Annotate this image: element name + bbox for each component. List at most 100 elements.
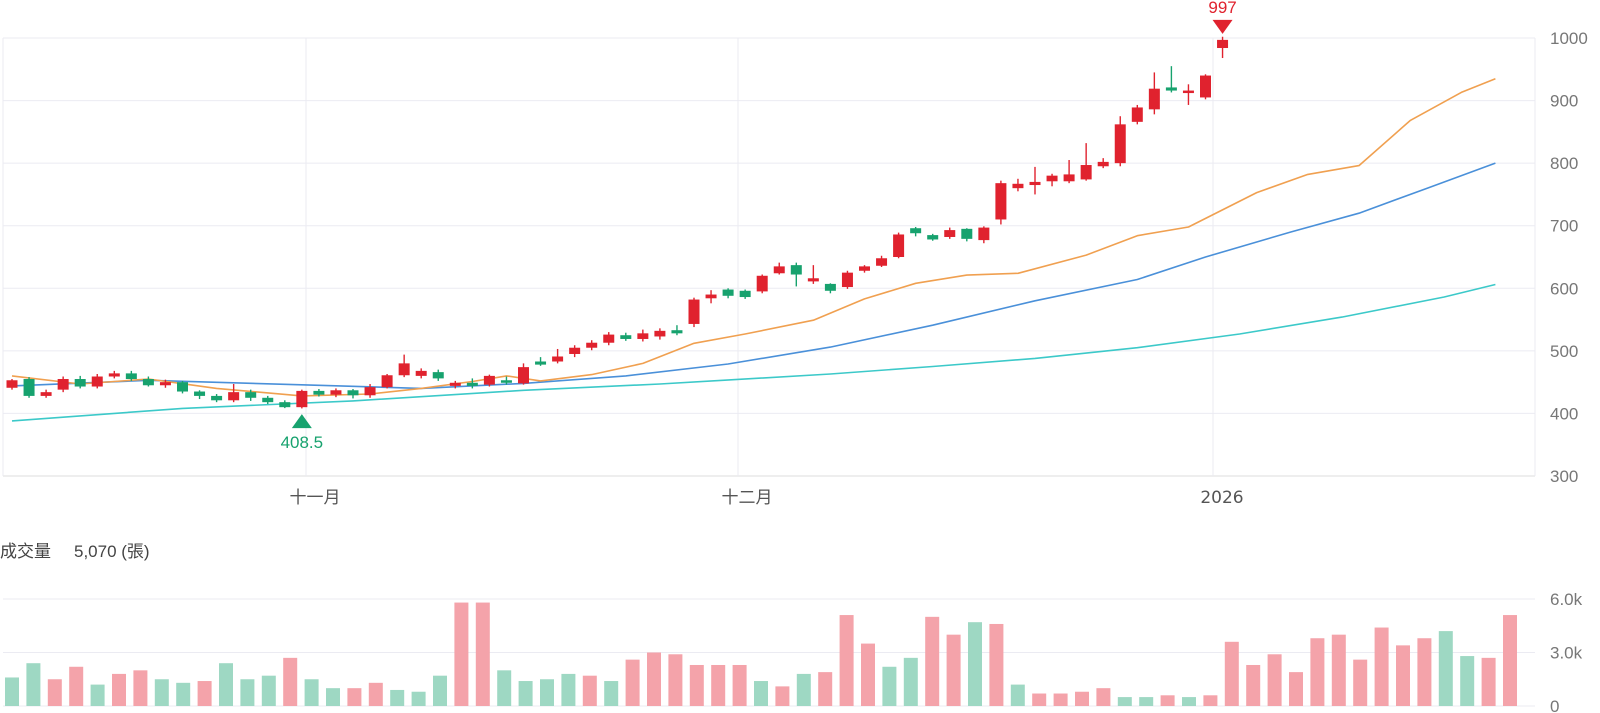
candle-body	[1097, 161, 1109, 167]
volume-bar	[561, 673, 576, 706]
volume-bar	[90, 684, 105, 706]
candle-body	[807, 278, 819, 282]
candle-body	[1148, 88, 1160, 110]
volume-bar	[1310, 638, 1325, 706]
candle	[74, 375, 86, 389]
candle	[876, 255, 888, 268]
candle-body	[586, 342, 598, 348]
candle	[824, 283, 836, 294]
candle-body	[1063, 174, 1075, 182]
candle	[569, 345, 581, 358]
candle	[364, 384, 376, 398]
candle	[1182, 84, 1194, 105]
volume-bar	[1417, 638, 1432, 706]
volume-bar	[1224, 641, 1239, 706]
volume-bar	[946, 634, 961, 706]
volume-bar	[647, 652, 661, 706]
candle-body	[398, 363, 410, 376]
candle	[893, 232, 905, 259]
price-x-axis: 十一月 十二月 2026	[290, 488, 1244, 508]
candle-body	[6, 380, 18, 388]
candle	[978, 226, 990, 244]
volume-bar	[5, 677, 19, 706]
volume-bar	[1374, 627, 1389, 706]
candle-body	[1114, 124, 1126, 164]
candle	[995, 180, 1007, 225]
candle	[1046, 173, 1058, 187]
candle-body	[1182, 90, 1194, 94]
candle	[1114, 116, 1126, 167]
volume-bars	[5, 602, 1517, 706]
candle-body	[790, 265, 802, 275]
candle	[1217, 36, 1229, 59]
volume-bar	[989, 623, 1004, 706]
candle	[466, 378, 478, 389]
candle	[773, 262, 785, 275]
volume-bar	[540, 679, 554, 706]
candle-body	[910, 228, 922, 234]
candle-body	[125, 373, 137, 380]
price-y-tick: 1000	[1550, 29, 1588, 48]
volume-bar	[1396, 645, 1410, 706]
candle	[296, 389, 308, 409]
candle	[125, 370, 137, 381]
candle	[57, 376, 69, 393]
price-y-axis: 1000 900 800 700 600 500 400 300	[1550, 29, 1588, 486]
candle	[961, 228, 973, 242]
volume-bar	[1160, 695, 1175, 706]
price-y-tick: 800	[1550, 154, 1578, 173]
candle-body	[603, 334, 615, 343]
volume-bar	[261, 675, 276, 706]
candle-body	[535, 361, 547, 365]
candle	[91, 374, 103, 389]
candle-body	[1012, 183, 1024, 189]
volume-bar	[689, 664, 704, 706]
candle	[1012, 178, 1024, 192]
volume-bar	[1246, 664, 1261, 706]
candle	[432, 369, 444, 381]
volume-bar	[497, 670, 512, 706]
volume-bar	[925, 616, 940, 706]
candle-body	[518, 367, 529, 384]
candle-body	[893, 234, 905, 257]
volume-bar	[968, 622, 982, 706]
candle-body	[40, 392, 52, 396]
candlesticks	[6, 36, 1229, 409]
volume-bar	[582, 675, 597, 706]
volume-bar	[668, 654, 683, 706]
candle	[807, 265, 819, 284]
candle	[637, 329, 649, 342]
volume-y-tick: 3.0k	[1550, 644, 1583, 663]
volume-bar	[1460, 656, 1475, 706]
candle	[262, 395, 274, 405]
candle-body	[756, 275, 768, 292]
candle-body	[108, 373, 120, 377]
candle	[722, 288, 734, 299]
volume-bar	[711, 664, 726, 706]
price-x-tick: 十一月	[290, 488, 341, 508]
candle-body	[262, 397, 274, 403]
candle	[415, 368, 427, 379]
candle-body	[688, 299, 700, 324]
candle-body	[1165, 87, 1177, 91]
candle-body	[841, 272, 853, 288]
volume-bar	[390, 689, 405, 706]
candle	[194, 390, 206, 400]
candle-body	[23, 379, 35, 396]
candle	[1063, 160, 1075, 184]
candle	[841, 270, 853, 289]
candle	[6, 379, 18, 390]
candle-body	[296, 390, 308, 408]
volume-header: 成交量 5,070 (張)	[0, 542, 150, 562]
candle-body	[466, 382, 478, 386]
ma-mid-line	[11, 162, 1496, 390]
volume-bar	[839, 615, 854, 706]
candle	[535, 357, 547, 366]
candle	[1097, 158, 1109, 169]
volume-bar	[1075, 691, 1089, 706]
candle-body	[876, 258, 888, 266]
ma-long-line	[11, 283, 1496, 422]
candle-body	[449, 382, 461, 386]
candle-body	[159, 382, 171, 386]
